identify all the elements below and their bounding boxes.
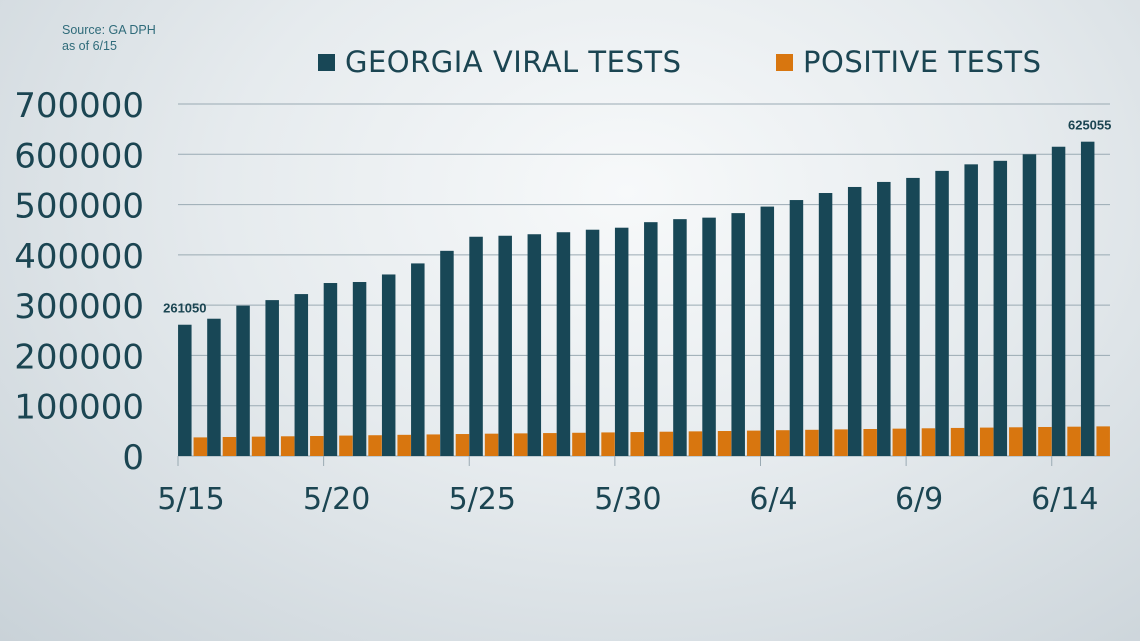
y-tick-label: 700000	[14, 86, 144, 126]
bar-viral-tests	[731, 213, 745, 456]
x-tick-label: 6/14	[1031, 482, 1098, 517]
x-tick-label: 6/4	[749, 482, 797, 517]
y-tick-label: 400000	[14, 237, 144, 277]
bar-viral-tests	[265, 300, 279, 456]
bar-viral-tests	[527, 234, 542, 456]
bar-viral-tests	[614, 227, 629, 456]
bars	[178, 141, 1110, 457]
bar-viral-tests	[294, 294, 309, 456]
data-label: 261050	[163, 301, 206, 316]
data-labels: 261050 625055	[163, 118, 1111, 316]
y-tick-label: 600000	[14, 136, 144, 176]
bar-positive-tests	[426, 434, 441, 456]
y-tick-label: 500000	[14, 187, 144, 227]
bar-positive-tests	[1096, 426, 1110, 456]
bar-positive-tests	[513, 433, 528, 456]
y-tick-label: 100000	[14, 388, 144, 428]
data-label: 625055	[1068, 118, 1111, 133]
bar-viral-tests	[1080, 141, 1095, 456]
x-tick-label: 5/30	[594, 482, 661, 517]
bar-viral-tests	[556, 232, 571, 456]
source-date-line: as of 6/15	[62, 39, 117, 53]
bar-viral-tests	[236, 305, 250, 456]
bar-positive-tests	[950, 427, 965, 456]
bar-positive-tests	[776, 430, 790, 456]
legend-label-positive: POSITIVE TESTS	[803, 45, 1042, 79]
x-tick-label: 5/20	[303, 482, 370, 517]
bar-positive-tests	[572, 432, 586, 456]
bar-viral-tests	[993, 160, 1008, 456]
bar-positive-tests	[193, 437, 208, 456]
bar-viral-tests	[702, 217, 716, 456]
bar-viral-tests	[440, 250, 454, 456]
bar-viral-tests	[964, 164, 978, 456]
bar-positive-tests	[601, 432, 615, 456]
bar-positive-tests	[251, 436, 266, 456]
x-tick-label: 5/25	[449, 482, 516, 517]
bar-positive-tests	[1067, 426, 1081, 456]
bar-positive-tests	[222, 436, 237, 456]
bar-positive-tests	[863, 429, 877, 456]
bar-positive-tests	[310, 435, 324, 456]
bar-viral-tests	[789, 200, 804, 456]
bar-positive-tests	[543, 433, 557, 456]
bar-viral-tests	[877, 181, 891, 456]
bar-positive-tests	[746, 430, 761, 456]
y-tick-label: 200000	[14, 337, 144, 377]
bar-viral-tests	[673, 219, 687, 456]
bar-positive-tests	[834, 429, 848, 456]
bar-viral-tests	[585, 229, 600, 456]
bar-viral-tests	[847, 186, 862, 456]
y-axis: 0 100000 200000 300000 400000 500000 600000 700…	[14, 86, 144, 478]
bar-positive-tests	[1009, 427, 1023, 456]
bar-viral-tests	[760, 206, 775, 456]
bar-viral-tests	[178, 324, 192, 456]
bar-viral-tests	[906, 177, 920, 457]
bar-viral-tests	[498, 235, 512, 456]
x-axis: 5/15 5/20 5/25 5/30 6/4 6/9 6/14	[157, 456, 1098, 517]
y-tick-label: 300000	[14, 287, 144, 327]
bar-viral-tests	[644, 222, 658, 456]
bar-viral-tests	[469, 236, 483, 456]
bar-positive-tests	[484, 433, 499, 456]
legend-label-viral: GEORGIA VIRAL TESTS	[345, 45, 682, 79]
bar-viral-tests	[935, 170, 949, 456]
bar-positive-tests	[979, 427, 994, 456]
bar-viral-tests	[818, 193, 833, 456]
bar-positive-tests	[717, 431, 732, 456]
source-line: Source: GA DPH	[62, 23, 156, 37]
bar-viral-tests	[1022, 154, 1037, 457]
bar-positive-tests	[339, 435, 353, 456]
legend-swatch-positive	[776, 53, 793, 71]
bar-positive-tests	[455, 434, 470, 456]
legend-swatch-viral	[318, 53, 335, 71]
bar-viral-tests	[323, 283, 338, 456]
x-tick-label: 5/15	[157, 482, 224, 517]
bar-positive-tests	[805, 429, 819, 456]
bar-positive-tests	[1038, 426, 1052, 456]
bar-viral-tests	[1051, 146, 1066, 457]
bar-positive-tests	[659, 431, 674, 456]
legend-item-positive-tests: POSITIVE TESTS	[776, 44, 1042, 80]
bar-positive-tests	[688, 431, 703, 456]
bar-positive-tests	[280, 436, 295, 456]
bar-viral-tests	[352, 282, 367, 456]
bar-positive-tests	[630, 432, 644, 456]
bar-viral-tests	[411, 263, 425, 456]
y-tick-label: 0	[122, 438, 144, 478]
bar-positive-tests	[397, 434, 411, 456]
bar-viral-tests	[381, 274, 396, 456]
legend-item-viral-tests: GEORGIA VIRAL TESTS	[318, 44, 682, 80]
bar-positive-tests	[921, 428, 936, 456]
source-note: Source: GA DPH as of 6/15	[62, 22, 156, 54]
bar-positive-tests	[892, 428, 907, 456]
bar-viral-tests	[207, 318, 221, 456]
x-tick-label: 6/9	[895, 482, 943, 517]
bar-positive-tests	[368, 435, 382, 456]
